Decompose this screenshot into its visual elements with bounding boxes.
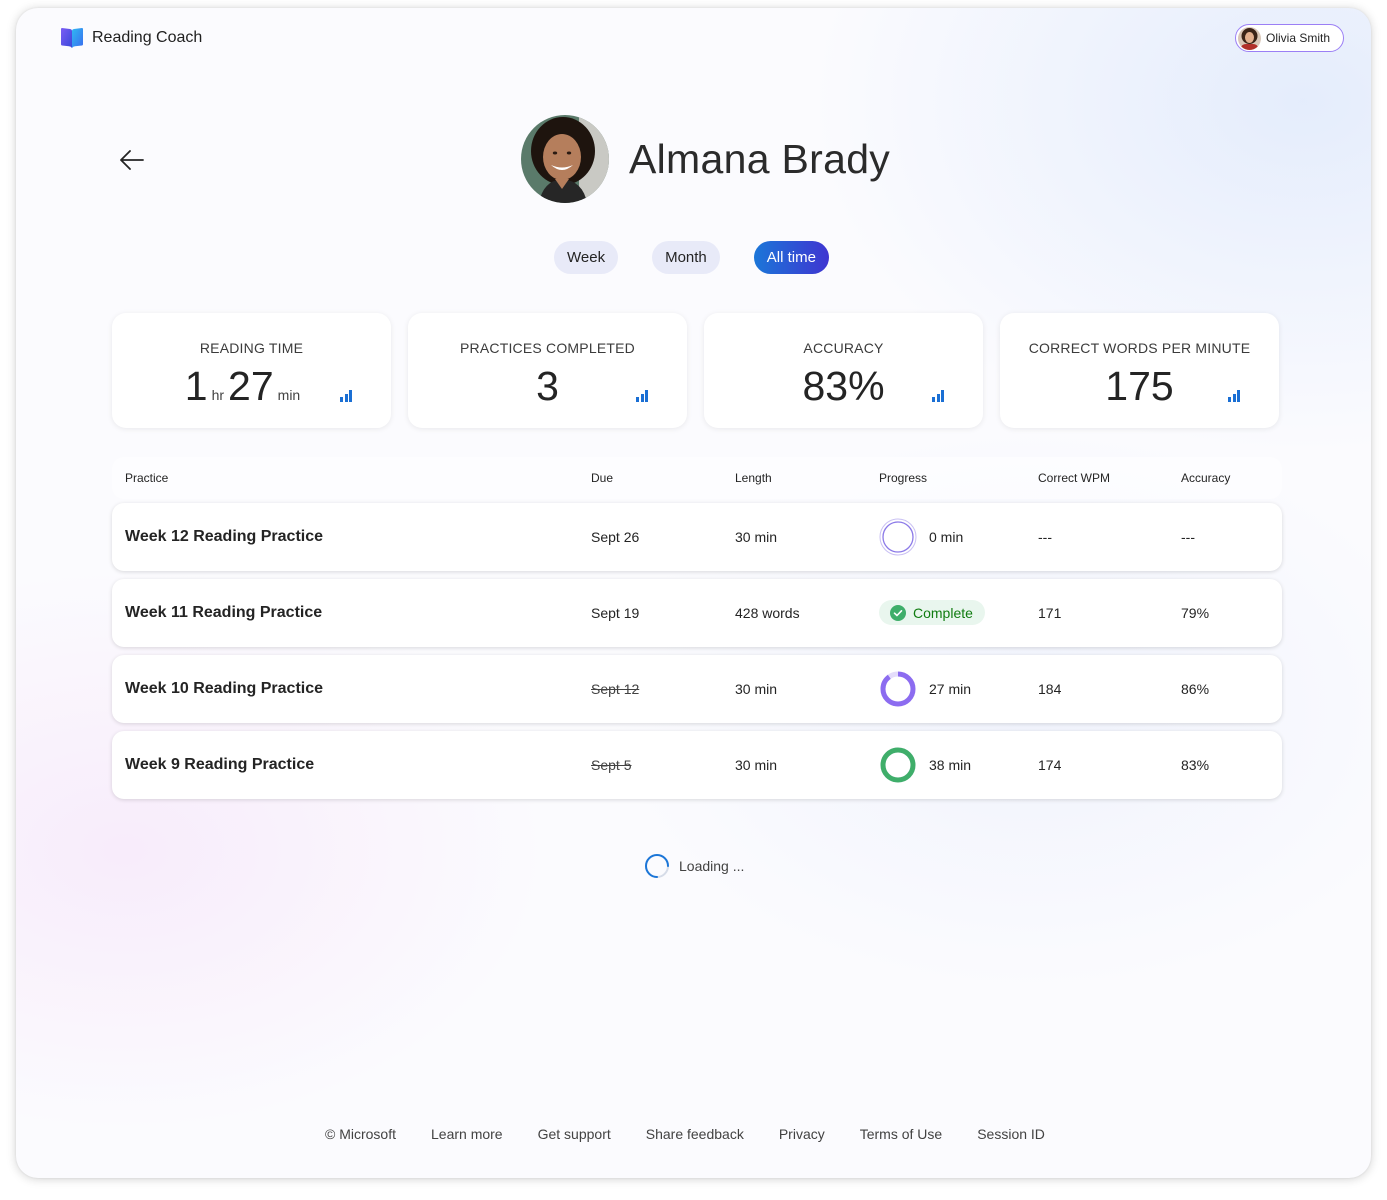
bar-chart-icon[interactable] (340, 390, 353, 402)
practices-completed-value: 3 (536, 363, 559, 409)
header-wpm[interactable]: Correct WPM (1038, 471, 1110, 485)
practices-completed-card: PRACTICES COMPLETED 3 (408, 313, 687, 428)
progress-cell: 0 min (879, 518, 963, 556)
footer-session-id-link[interactable]: Session ID (977, 1126, 1045, 1142)
stat-label: ACCURACY (803, 340, 884, 356)
stat-label: PRACTICES COMPLETED (460, 340, 635, 356)
footer-feedback-link[interactable]: Share feedback (645, 1126, 744, 1142)
progress-cell: 38 min (879, 746, 971, 784)
table-row[interactable]: Week 9 Reading Practice Sept 5 30 min 38… (112, 731, 1282, 799)
accuracy-value: --- (1181, 529, 1195, 545)
cwpm-value: 175 (1105, 363, 1174, 409)
footer: © Microsoft Learn more Get support Share… (325, 1126, 1045, 1142)
accuracy-value: 79% (1181, 605, 1210, 621)
arrow-left-icon (120, 150, 144, 170)
reading-time-minutes: 27 (228, 363, 274, 409)
footer-learn-more-link[interactable]: Learn more (431, 1126, 503, 1142)
progress-ring-icon (879, 518, 917, 556)
practice-name: Week 10 Reading Practice (125, 680, 324, 697)
back-button[interactable] (116, 144, 148, 176)
footer-privacy-link[interactable]: Privacy (778, 1126, 825, 1142)
loading-indicator: Loading ... (644, 853, 744, 879)
footer-support-link[interactable]: Get support (537, 1126, 611, 1142)
wpm-value: 174 (1038, 757, 1062, 773)
filter-all-time-button[interactable]: All time (753, 241, 829, 274)
hours-unit: hr (211, 387, 225, 403)
practice-length: 30 min (735, 529, 778, 545)
table-row[interactable]: Week 10 Reading Practice Sept 12 30 min … (112, 655, 1282, 723)
due-date: Sept 12 (591, 681, 640, 697)
student-avatar (521, 115, 609, 203)
stat-label: READING TIME (199, 340, 304, 356)
due-date: Sept 19 (591, 605, 640, 621)
checkmark-circle-icon (890, 604, 906, 621)
progress-text: 38 min (929, 757, 972, 773)
due-date: Sept 5 (591, 757, 632, 773)
loading-text: Loading ... (679, 858, 745, 874)
header-progress[interactable]: Progress (879, 471, 928, 485)
app-window: Reading Coach Olivia Smith (16, 8, 1371, 1178)
app-title: Reading Coach (92, 29, 203, 46)
wpm-value: --- (1038, 529, 1052, 545)
footer-copyright: © Microsoft (325, 1126, 396, 1142)
progress-cell: 27 min (879, 670, 971, 708)
due-date: Sept 26 (591, 529, 640, 545)
practice-name: Week 12 Reading Practice (125, 528, 324, 545)
header-practice[interactable]: Practice (125, 471, 169, 485)
minutes-unit: min (277, 387, 301, 403)
practice-name: Week 11 Reading Practice (125, 604, 323, 621)
table-header: Practice Due Length Progress Correct WPM… (112, 457, 1282, 499)
table-row[interactable]: Week 11 Reading Practice Sept 19 428 wor… (112, 579, 1282, 647)
accuracy-value: 83% (802, 363, 885, 409)
cwpm-card: CORRECT WORDS PER MINUTE 175 (1000, 313, 1279, 428)
footer-terms-link[interactable]: Terms of Use (859, 1126, 943, 1142)
progress-ring-icon (880, 747, 916, 783)
progress-text: 0 min (929, 529, 964, 545)
wpm-value: 171 (1038, 605, 1062, 621)
header-length[interactable]: Length (735, 471, 772, 485)
time-range-filter: Week Month All time (554, 241, 829, 274)
complete-badge: Complete (879, 600, 985, 625)
table-row[interactable]: Week 12 Reading Practice Sept 26 30 min … (112, 503, 1282, 571)
stats-cards: READING TIME 1 hr27 min PRACTICES COMPLETE… (112, 313, 1279, 428)
bar-chart-icon[interactable] (1228, 390, 1241, 402)
practice-length: 30 min (735, 757, 778, 773)
reading-time-card: READING TIME 1 hr27 min (112, 313, 391, 428)
wpm-value: 184 (1038, 681, 1062, 697)
progress-text: 27 min (929, 681, 972, 697)
accuracy-card: ACCURACY 83% (704, 313, 983, 428)
practice-name: Week 9 Reading Practice (125, 756, 315, 773)
user-account-button[interactable]: Olivia Smith (1235, 24, 1344, 52)
practice-length: 30 min (735, 681, 778, 697)
student-name: Almana Brady (629, 135, 891, 182)
stat-label: CORRECT WORDS PER MINUTE (1028, 340, 1251, 356)
complete-text: Complete (913, 604, 973, 621)
filter-week-button[interactable]: Week (554, 241, 619, 274)
reading-time-value: 1 hr27 min (98, 363, 391, 410)
reading-time-hours: 1 (184, 363, 208, 409)
accuracy-value: 83% (1181, 757, 1210, 773)
spinner-icon (645, 854, 669, 878)
header-accuracy[interactable]: Accuracy (1181, 471, 1231, 485)
practice-table: Practice Due Length Progress Correct WPM… (112, 457, 1282, 799)
app-brand[interactable]: Reading Coach (60, 27, 202, 49)
user-avatar (1238, 26, 1261, 50)
student-profile-header: Almana Brady (521, 115, 890, 203)
practice-length: 428 words (735, 605, 800, 621)
filter-month-button[interactable]: Month (652, 241, 720, 274)
reading-coach-logo-icon (61, 28, 83, 48)
bar-chart-icon[interactable] (932, 390, 945, 402)
header-due[interactable]: Due (591, 471, 614, 485)
user-name: Olivia Smith (1266, 31, 1331, 45)
accuracy-value: 86% (1181, 681, 1210, 697)
progress-ring-icon (880, 671, 916, 707)
bar-chart-icon[interactable] (636, 390, 649, 402)
